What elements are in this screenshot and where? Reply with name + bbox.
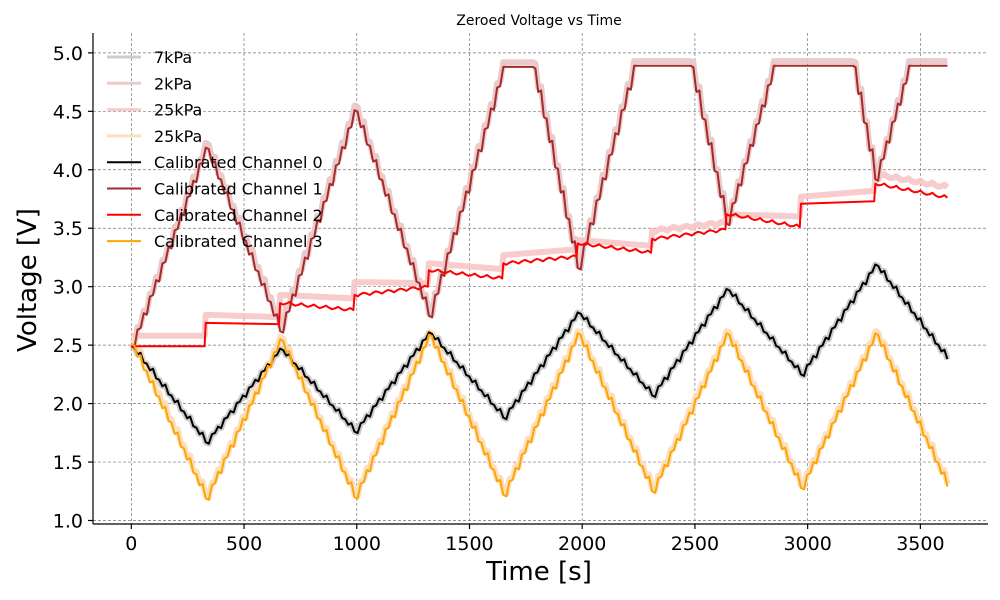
x-tick-label: 3000 bbox=[783, 533, 831, 555]
chart-title: Zeroed Voltage vs Time bbox=[456, 13, 621, 29]
series-line bbox=[130, 332, 949, 501]
x-tick-label: 3500 bbox=[896, 533, 944, 555]
y-tick-label: 2.5 bbox=[53, 335, 83, 357]
axes bbox=[92, 33, 988, 525]
x-tick-label: 2000 bbox=[558, 533, 606, 555]
x-tick-label: 1500 bbox=[445, 533, 493, 555]
series-layer bbox=[129, 58, 951, 501]
series-line bbox=[130, 64, 948, 349]
x-axis-label: Time [s] bbox=[485, 557, 592, 587]
x-ticks: 0 500 1000 1500 2000 2500 3000 3500 bbox=[125, 524, 945, 555]
y-tick-label: 1.5 bbox=[53, 452, 83, 474]
y-tick-label: 3.0 bbox=[53, 277, 83, 299]
legend-label: 7kPa bbox=[154, 48, 192, 67]
series-line bbox=[130, 263, 949, 445]
legend: 7kPa 2kPa 25kPa 25kPa Calibrated Channel 0 Ca… bbox=[107, 48, 323, 251]
y-tick-label: 3.5 bbox=[53, 218, 83, 240]
legend-label: Calibrated Channel 3 bbox=[154, 232, 323, 251]
x-tick-label: 1000 bbox=[333, 533, 381, 555]
series-line bbox=[131, 182, 949, 348]
legend-label: Calibrated Channel 0 bbox=[154, 153, 323, 172]
legend-label: Calibrated Channel 2 bbox=[154, 206, 323, 225]
y-axis-label: Voltage [V] bbox=[13, 208, 43, 352]
y-tick-label: 1.0 bbox=[53, 510, 83, 532]
legend-label: 2kPa bbox=[154, 74, 192, 93]
y-tick-label: 2.0 bbox=[53, 394, 83, 416]
y-tick-label: 4.5 bbox=[53, 101, 83, 123]
x-tick-label: 0 bbox=[125, 533, 137, 555]
x-tick-label: 2500 bbox=[671, 533, 719, 555]
series-line bbox=[129, 328, 951, 501]
y-tick-label: 5.0 bbox=[53, 43, 83, 65]
series-line bbox=[129, 58, 948, 349]
grid bbox=[93, 33, 988, 524]
y-ticks: 1.0 1.5 2.0 2.5 3.0 3.5 4.0 4.5 5.0 bbox=[53, 43, 93, 532]
legend-label: 25kPa bbox=[154, 101, 202, 120]
legend-label: 25kPa bbox=[154, 127, 202, 146]
legend-label: Calibrated Channel 1 bbox=[154, 180, 323, 199]
y-tick-label: 4.0 bbox=[53, 160, 83, 182]
x-tick-label: 500 bbox=[226, 533, 262, 555]
